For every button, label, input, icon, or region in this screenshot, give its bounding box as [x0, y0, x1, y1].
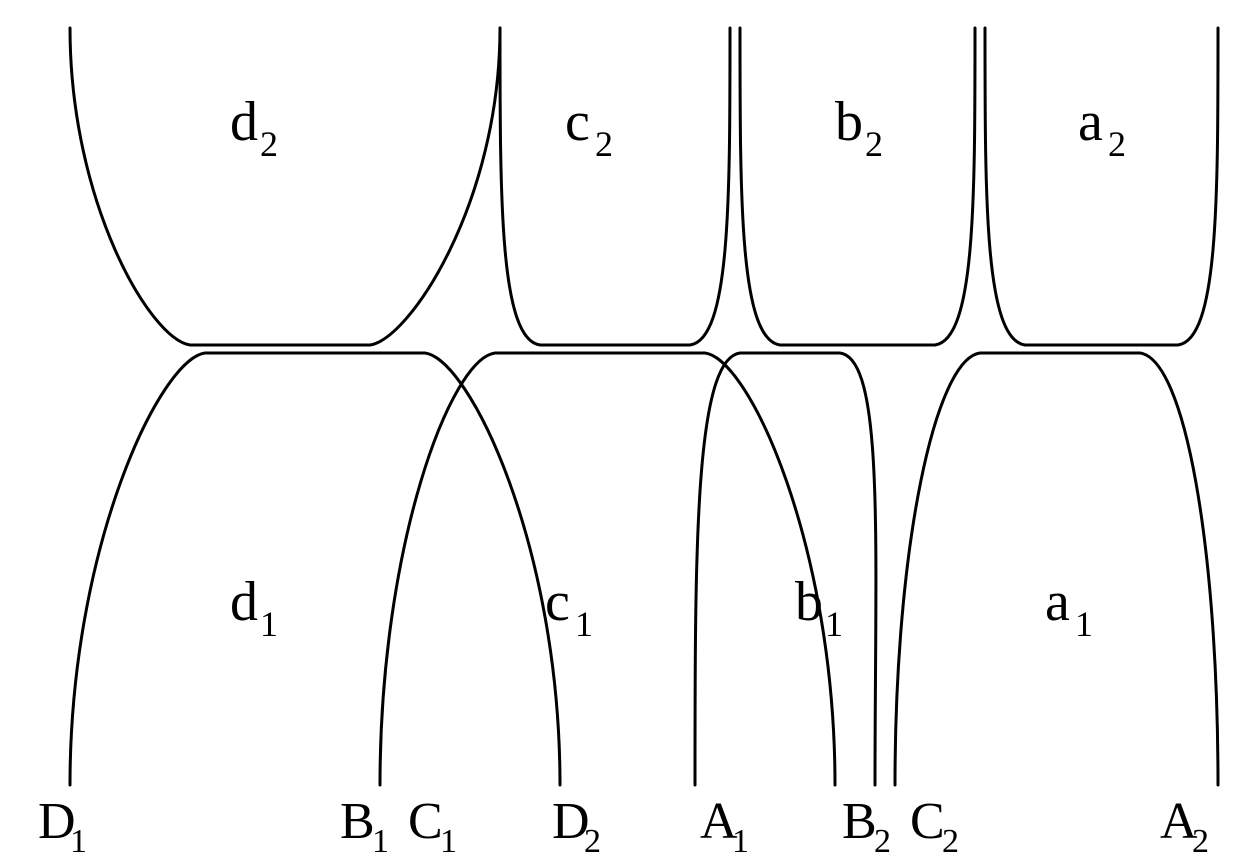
region-label-a1: a — [1045, 571, 1070, 633]
region-label-b1-sub: 1 — [825, 604, 843, 644]
axis-label-B2-sub: 2 — [874, 823, 891, 860]
d1-cap — [70, 353, 560, 785]
region-label-a2-sub: 2 — [1108, 124, 1126, 164]
axis-label-A2-sub: 2 — [1192, 823, 1209, 860]
axis-label-C1: C — [408, 793, 443, 850]
region-label-b2: b — [835, 91, 863, 153]
region-label-d2: d — [230, 91, 258, 153]
axis-label-B2: B — [842, 793, 877, 850]
c2-cup — [500, 28, 730, 345]
region-label-b1: b — [795, 571, 823, 633]
region-label-c2: c — [565, 91, 590, 153]
region-label-d2-sub: 2 — [260, 124, 278, 164]
region-label-c2-sub: 2 — [595, 124, 613, 164]
axis-label-C1-sub: 1 — [440, 823, 457, 860]
b1-cap — [695, 353, 876, 785]
region-label-a1-sub: 1 — [1075, 604, 1093, 644]
region-label-b2-sub: 2 — [865, 124, 883, 164]
b2-cup — [740, 28, 975, 345]
diagram-stage: d2c2b2a2d1c1b1a1D1B1C1D2A1B2C2A2 — [0, 0, 1240, 864]
axis-label-A1-sub: 1 — [732, 823, 749, 860]
a1-cap — [895, 353, 1218, 785]
axis-label-D1-sub: 1 — [70, 823, 87, 860]
axis-label-B1-sub: 1 — [372, 823, 389, 860]
axis-label-D2-sub: 2 — [584, 823, 601, 860]
region-label-d1-sub: 1 — [260, 604, 278, 644]
region-label-c1-sub: 1 — [575, 604, 593, 644]
region-label-a2: a — [1078, 91, 1103, 153]
axis-label-C2-sub: 2 — [942, 823, 959, 860]
c1-cap — [380, 353, 835, 785]
region-label-d1: d — [230, 571, 258, 633]
region-label-c1: c — [545, 571, 570, 633]
a2-cup — [985, 28, 1218, 345]
axis-label-B1: B — [340, 793, 375, 850]
d2-cup — [70, 28, 500, 345]
axis-label-C2: C — [910, 793, 945, 850]
